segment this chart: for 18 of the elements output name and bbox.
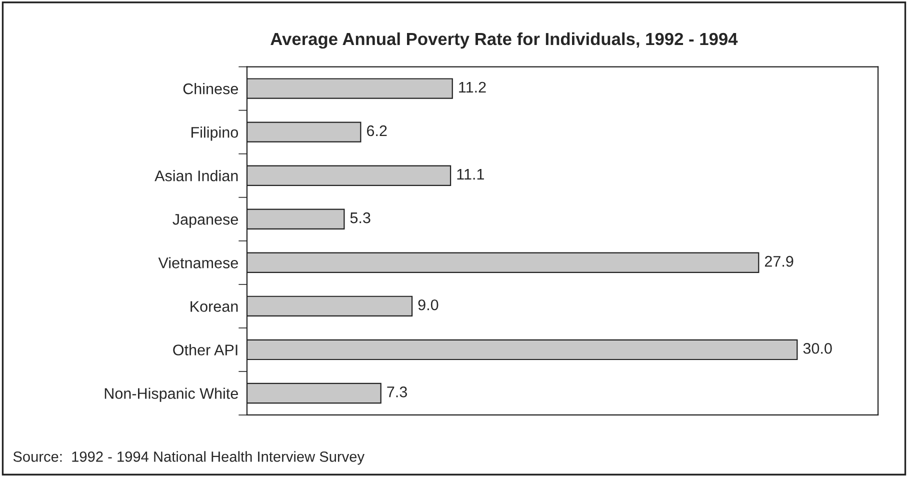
- source-note: Source: 1992 - 1994 National Health Interview Survey: [13, 451, 364, 465]
- y-tick-label: Vietnamese: [158, 257, 238, 268]
- y-tick-label: Korean: [190, 301, 238, 312]
- data-label: 30.0: [803, 342, 832, 354]
- y-tick-label: Japanese: [172, 214, 238, 228]
- y-tick-label: Filipino: [192, 126, 238, 141]
- y-tick-label: Other API: [173, 344, 238, 356]
- data-label: 11.1: [457, 169, 484, 180]
- data-label: 5.3: [350, 212, 370, 224]
- y-tick-label: Asian Indian: [154, 170, 238, 182]
- data-label: 27.9: [764, 256, 794, 267]
- data-label: 7.3: [387, 386, 407, 398]
- chart-title: Average Annual Poverty Rate for Individuals, 1992 - 1994: [270, 32, 738, 49]
- data-label: 9.0: [418, 299, 438, 310]
- data-label: 6.2: [367, 125, 387, 136]
- y-tick-label: Chinese: [183, 83, 238, 94]
- y-tick-label: Non-Hispanic White: [104, 388, 238, 402]
- data-label: 11.2: [459, 82, 486, 92]
